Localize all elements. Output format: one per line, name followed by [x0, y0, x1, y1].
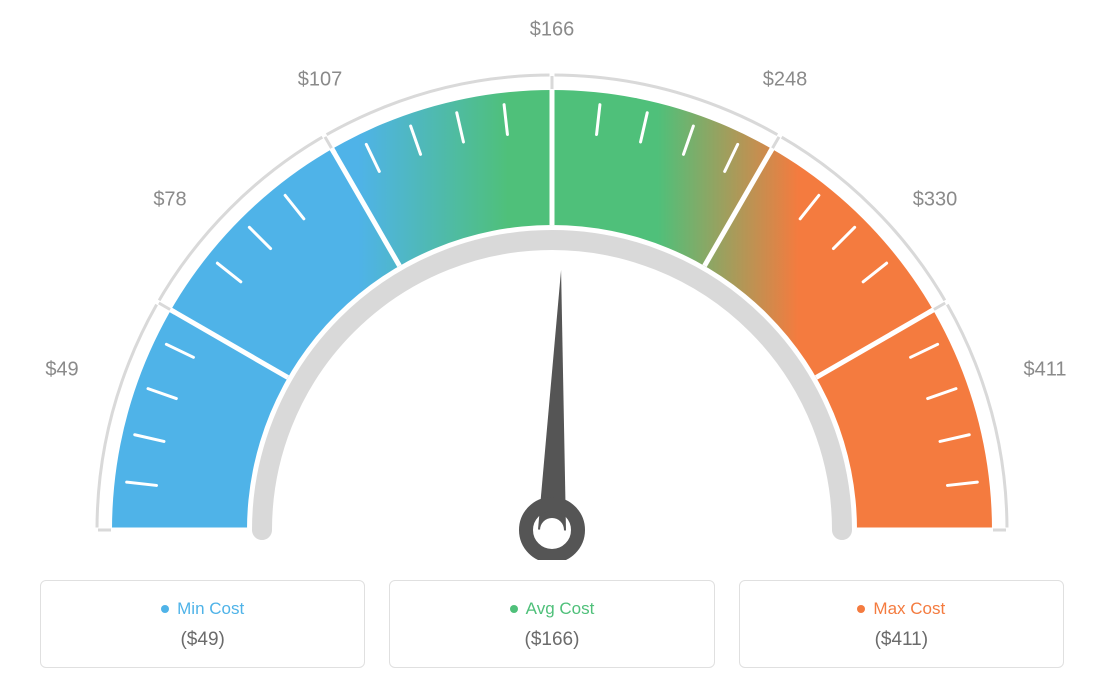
gauge-tick-label: $166 [530, 19, 575, 42]
min-cost-label: Min Cost [177, 599, 244, 619]
gauge-tick-label: $78 [153, 189, 186, 212]
avg-dot-icon [510, 605, 518, 613]
min-dot-icon [161, 605, 169, 613]
summary-cards: Min Cost ($49) Avg Cost ($166) Max Cost … [0, 580, 1104, 668]
avg-cost-value: ($166) [410, 629, 693, 651]
cost-gauge: $49 $78 $107 $166 $248 $330 $411 [0, 0, 1104, 560]
max-cost-title: Max Cost [857, 599, 945, 619]
max-cost-value: ($411) [760, 629, 1043, 651]
min-cost-value: ($49) [61, 629, 344, 651]
max-cost-label: Max Cost [873, 599, 945, 619]
gauge-tick-label: $330 [913, 189, 958, 212]
gauge-tick-label: $248 [763, 69, 808, 92]
gauge-tick-label: $49 [45, 359, 78, 382]
gauge-tick-label: $411 [1023, 359, 1066, 382]
min-cost-title: Min Cost [161, 599, 244, 619]
avg-cost-card: Avg Cost ($166) [389, 580, 714, 668]
gauge-svg [0, 0, 1104, 560]
max-cost-card: Max Cost ($411) [739, 580, 1064, 668]
avg-cost-title: Avg Cost [510, 599, 595, 619]
max-dot-icon [857, 605, 865, 613]
min-cost-card: Min Cost ($49) [40, 580, 365, 668]
gauge-tick-label: $107 [298, 69, 343, 92]
avg-cost-label: Avg Cost [526, 599, 595, 619]
